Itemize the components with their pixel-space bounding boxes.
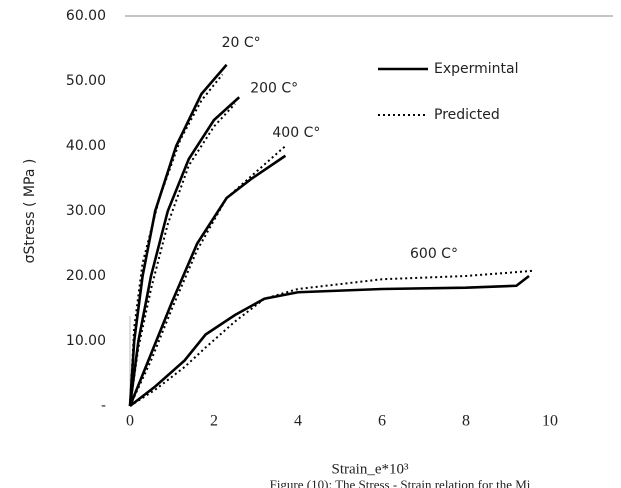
y-tick-label: 60.00 [66, 8, 106, 24]
y-axis-label: σStress ( MPa ) [22, 159, 38, 264]
x-tick-label: 6 [378, 413, 386, 430]
legend-label: Predicted [434, 107, 500, 123]
y-tick-label: 50.00 [66, 73, 106, 89]
x-tick-label: 0 [126, 413, 134, 430]
curve [128, 96, 241, 407]
curve-label: 200 C° [250, 80, 298, 96]
x-tick-label: 8 [462, 413, 470, 430]
curve [129, 103, 236, 407]
curve [128, 63, 228, 407]
curve [128, 154, 287, 407]
curve-label: 600 C° [410, 246, 458, 262]
y-tick-label: 40.00 [66, 138, 106, 154]
y-tick-label: - [101, 398, 106, 414]
y-tick-label: 30.00 [66, 203, 106, 219]
x-tick-label: 4 [294, 413, 302, 430]
x-tick-label: 2 [210, 413, 218, 430]
curve [129, 274, 530, 408]
x-axis-label: Strain_e*10³ [332, 461, 409, 477]
curve-label: 20 C° [222, 35, 261, 51]
caption: Figure (10): The Stress - Strain relatio… [270, 477, 531, 488]
legend-label: Expermintal [434, 61, 519, 77]
curve [129, 73, 224, 407]
curve-label: 400 C° [272, 125, 320, 141]
y-tick-label: 20.00 [66, 268, 106, 284]
y-tick-label: 10.00 [66, 333, 106, 349]
x-tick-label: 10 [542, 413, 558, 430]
curve [129, 145, 287, 407]
